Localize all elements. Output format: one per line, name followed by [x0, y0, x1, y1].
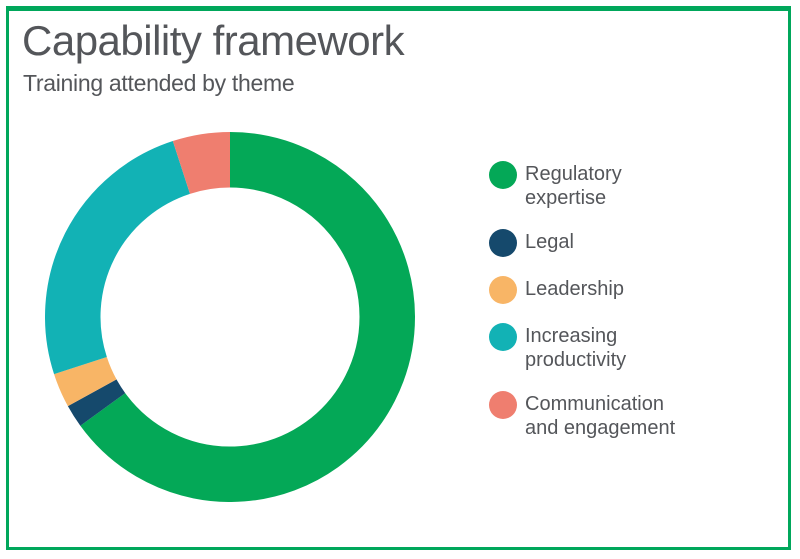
legend-swatch-circle-icon [489, 323, 517, 351]
legend-item-regulatory-expertise: Regulatory expertise [489, 161, 683, 210]
legend-swatch-circle-icon [489, 276, 517, 304]
legend-item-communication-and-engagement: Communication and engagement [489, 391, 683, 440]
legend-label: Leadership [525, 278, 624, 300]
legend-swatch-circle-icon [489, 161, 517, 189]
donut-segment-leadership [54, 356, 117, 407]
donut-segment-communication-and-engagement [172, 132, 231, 195]
donut-chart-container [45, 132, 415, 502]
legend-item-legal: Legal [489, 229, 683, 257]
legend-label: Increasing productivity [525, 325, 627, 371]
legend-label: Legal [525, 231, 574, 253]
donut-segment-regulatory-expertise [80, 132, 415, 502]
legend-swatch-circle-icon [489, 391, 517, 419]
legend-label: Regulatory expertise [525, 163, 622, 209]
legend-swatch-circle-icon [489, 229, 517, 257]
donut-segment-increasing-productivity [45, 141, 191, 375]
donut-chart [45, 132, 415, 502]
page-subtitle: Training attended by theme [23, 70, 295, 96]
chart-legend: Regulatory expertise Legal Leadership Incre… [489, 161, 683, 440]
page-title: Capability framework [22, 17, 405, 64]
donut-segment-legal [67, 379, 126, 426]
legend-item-increasing-productivity: Increasing productivity [489, 323, 683, 372]
legend-item-leadership: Leadership [489, 276, 683, 304]
legend-label: Communication and engagement [525, 393, 676, 439]
